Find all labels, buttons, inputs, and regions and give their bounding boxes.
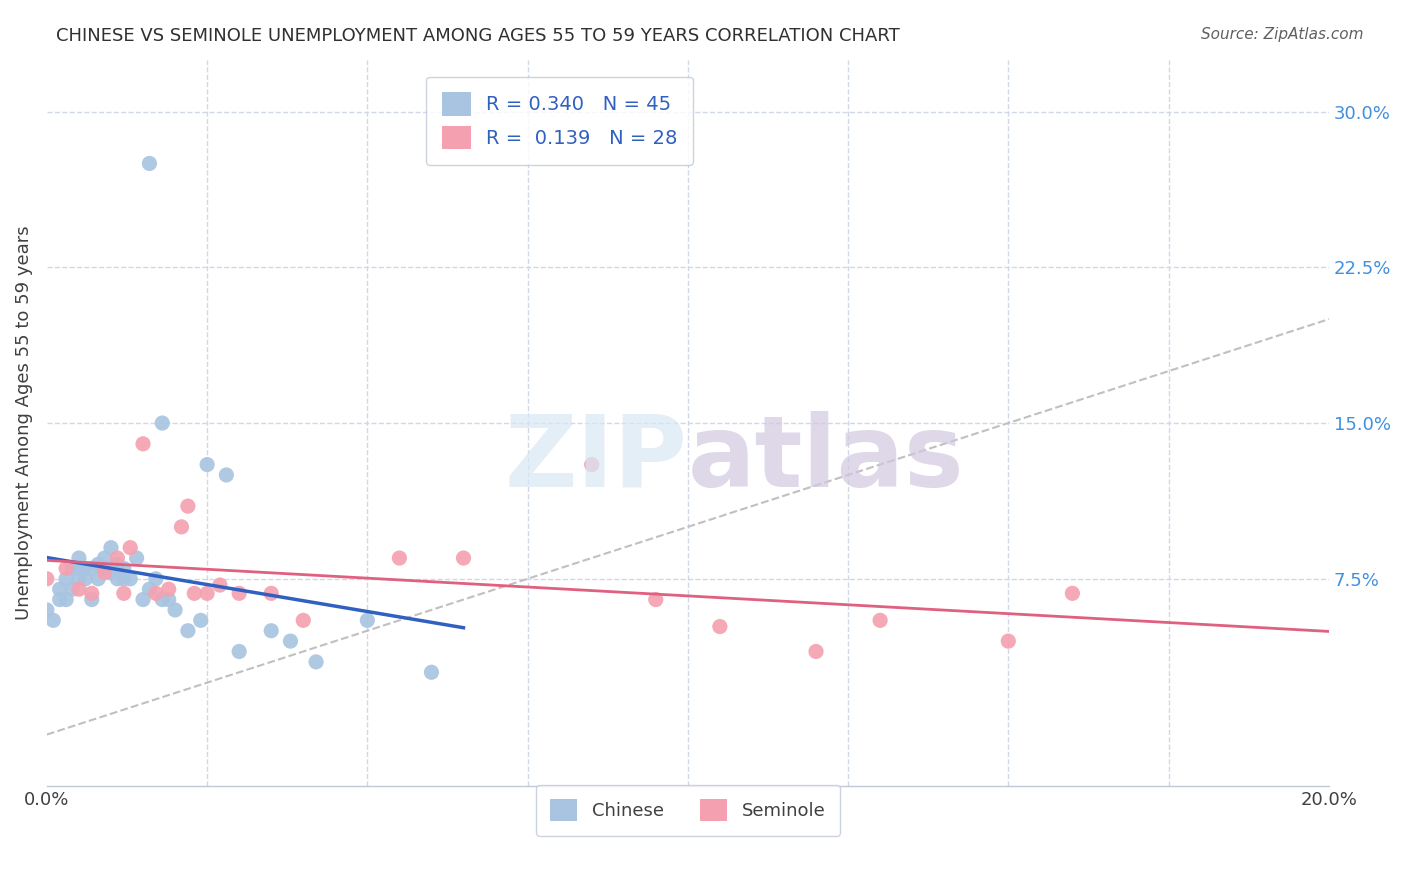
Text: atlas: atlas xyxy=(688,411,965,508)
Point xyxy=(228,586,250,600)
Point xyxy=(67,582,90,597)
Point xyxy=(132,592,155,607)
Point xyxy=(48,592,70,607)
Point xyxy=(356,613,378,627)
Point xyxy=(62,582,84,597)
Point xyxy=(132,437,155,451)
Text: Source: ZipAtlas.com: Source: ZipAtlas.com xyxy=(1201,27,1364,42)
Point xyxy=(215,467,238,482)
Point xyxy=(260,586,283,600)
Point xyxy=(388,551,411,566)
Point xyxy=(35,572,58,586)
Point xyxy=(93,566,115,580)
Point xyxy=(138,156,160,170)
Point xyxy=(100,541,122,555)
Point xyxy=(195,586,218,600)
Point xyxy=(157,582,180,597)
Point xyxy=(100,566,122,580)
Point xyxy=(145,586,167,600)
Point xyxy=(1062,586,1084,600)
Point xyxy=(120,541,142,555)
Point xyxy=(93,561,115,575)
Point xyxy=(105,551,128,566)
Point xyxy=(125,551,148,566)
Point xyxy=(112,586,135,600)
Point xyxy=(453,551,475,566)
Point xyxy=(62,561,84,575)
Point xyxy=(75,572,97,586)
Text: CHINESE VS SEMINOLE UNEMPLOYMENT AMONG AGES 55 TO 59 YEARS CORRELATION CHART: CHINESE VS SEMINOLE UNEMPLOYMENT AMONG A… xyxy=(56,27,900,45)
Point xyxy=(93,551,115,566)
Point xyxy=(35,603,58,617)
Point xyxy=(150,416,173,430)
Point xyxy=(105,558,128,572)
Point xyxy=(80,586,103,600)
Point xyxy=(869,613,891,627)
Point xyxy=(105,572,128,586)
Legend: Chinese, Seminole: Chinese, Seminole xyxy=(536,785,839,836)
Point xyxy=(80,561,103,575)
Point xyxy=(170,520,193,534)
Point xyxy=(228,644,250,658)
Point xyxy=(67,572,90,586)
Point xyxy=(55,592,77,607)
Point xyxy=(305,655,328,669)
Point xyxy=(177,499,200,513)
Point xyxy=(55,561,77,575)
Point xyxy=(55,572,77,586)
Point xyxy=(80,592,103,607)
Point xyxy=(145,572,167,586)
Point xyxy=(120,572,142,586)
Point xyxy=(260,624,283,638)
Point xyxy=(165,603,187,617)
Text: ZIP: ZIP xyxy=(505,411,688,508)
Point xyxy=(804,644,827,658)
Point xyxy=(87,558,110,572)
Point xyxy=(177,624,200,638)
Point xyxy=(997,634,1019,648)
Y-axis label: Unemployment Among Ages 55 to 59 years: Unemployment Among Ages 55 to 59 years xyxy=(15,226,32,620)
Point xyxy=(87,572,110,586)
Point xyxy=(67,561,90,575)
Point xyxy=(150,592,173,607)
Point xyxy=(190,613,212,627)
Point xyxy=(48,582,70,597)
Point xyxy=(112,572,135,586)
Point xyxy=(183,586,205,600)
Point xyxy=(709,619,731,633)
Point xyxy=(75,561,97,575)
Point xyxy=(420,665,443,680)
Point xyxy=(208,578,231,592)
Point xyxy=(280,634,302,648)
Point xyxy=(112,561,135,575)
Point xyxy=(292,613,315,627)
Point xyxy=(195,458,218,472)
Point xyxy=(157,592,180,607)
Point xyxy=(138,582,160,597)
Point xyxy=(67,551,90,566)
Point xyxy=(42,613,65,627)
Point xyxy=(644,592,666,607)
Point xyxy=(581,458,603,472)
